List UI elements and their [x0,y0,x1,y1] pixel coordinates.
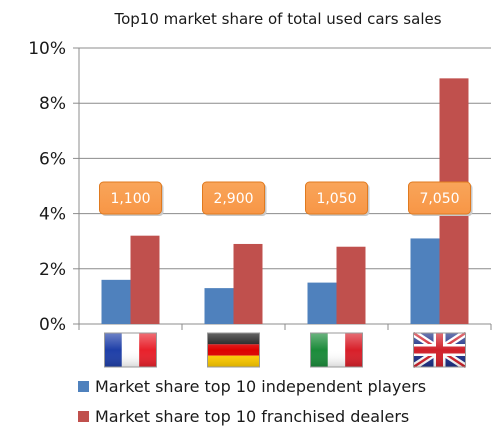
bar-independent [410,238,440,324]
annotation-label: 1,100 [110,191,150,207]
y-tick-label: 8% [39,94,66,114]
annotation-badge [408,181,471,215]
legend-swatch [78,381,89,392]
y-tick-label: 4% [39,205,66,225]
legend-label: Market share top 10 independent players [95,377,426,396]
flag-uk-icon [411,330,468,370]
annotation-label: 1,050 [316,191,356,207]
flag-germany-icon [207,332,260,368]
bar-franchised [336,246,366,324]
annotation-badge [202,181,265,215]
legend-swatch [78,411,89,422]
bar-franchised [130,235,160,324]
legend-label: Market share top 10 franchised dealers [95,407,409,426]
category-flags [104,330,468,370]
chart-title: Top10 market share of total used cars sa… [113,10,441,28]
bar-independent [204,288,234,324]
annotation-label: 7,050 [419,191,459,207]
y-tick-label: 6% [39,149,66,169]
bar-independent [307,282,337,324]
annotation-badge [305,181,368,215]
flag-france-icon [104,332,157,368]
flag-italy-icon [310,332,363,368]
annotation-label: 2,900 [213,191,253,207]
annotations: 1,100 2,900 1,050 7,050 [99,181,473,216]
bars [101,78,469,324]
bar-franchised [233,243,263,324]
legend: Market share top 10 independent players M… [78,377,426,426]
y-tick-label: 10% [28,39,66,59]
annotation-badge [99,181,162,215]
y-tick-label: 0% [39,315,66,335]
y-tick-label: 2% [39,260,66,280]
bar-independent [101,279,131,324]
y-axis-ticks: 0% 2% 4% 6% 8% 10% [28,39,66,335]
